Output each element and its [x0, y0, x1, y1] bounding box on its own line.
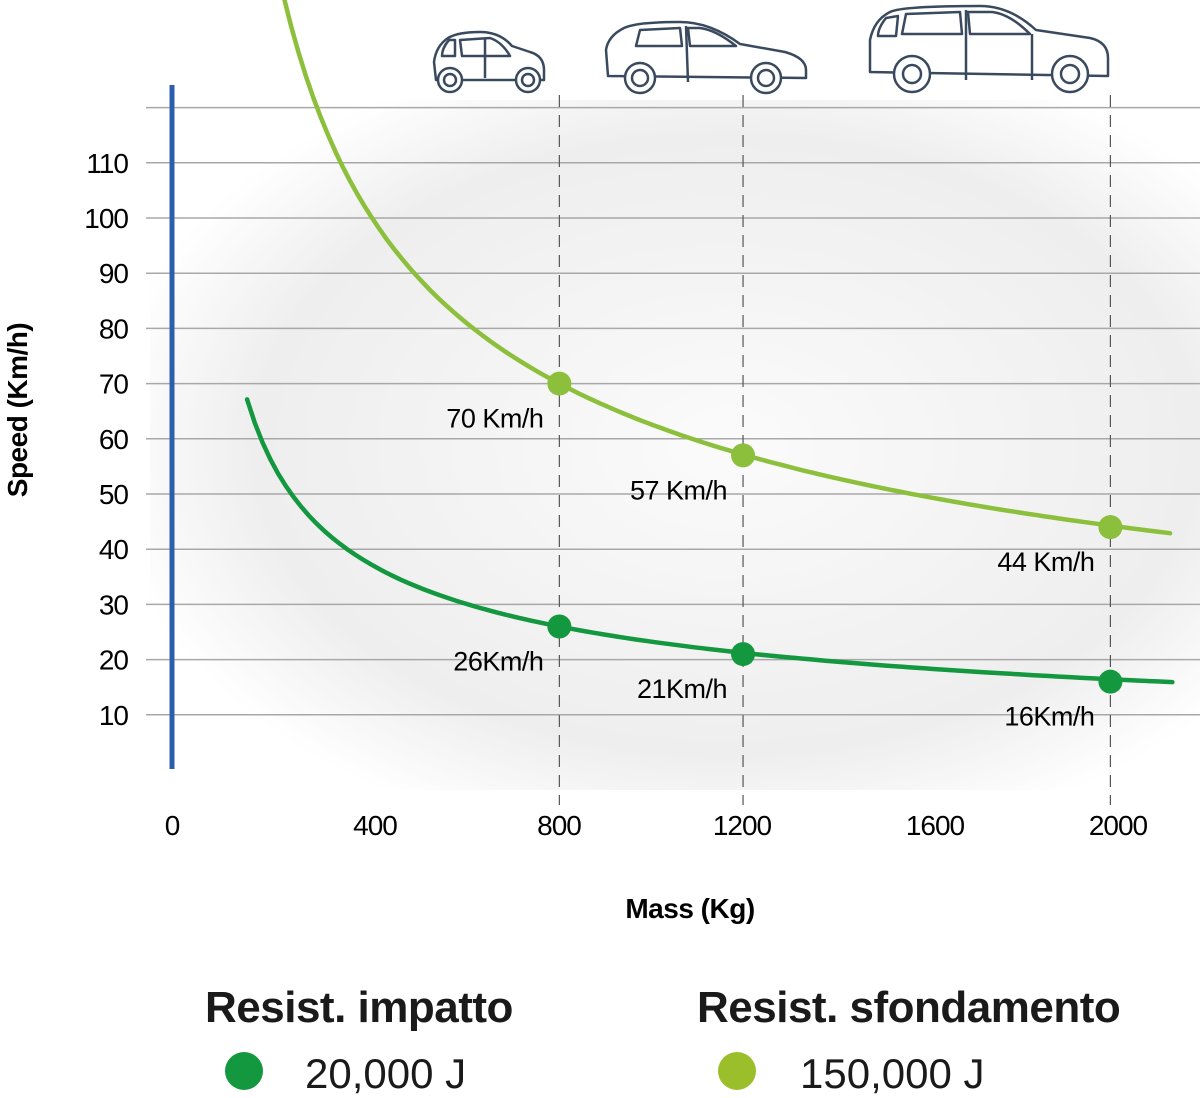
legend-dot-sfondamento	[718, 1052, 756, 1090]
data-label: 26Km/h	[453, 646, 543, 676]
y-tick-label: 50	[99, 479, 129, 510]
legend-title-impatto: Resist. impatto	[205, 983, 513, 1032]
legend-title-sfondamento: Resist. sfondamento	[697, 983, 1121, 1032]
x-tick-label: 1200	[713, 810, 772, 841]
x-tick-label: 2000	[1089, 810, 1148, 841]
x-axis-label: Mass (Kg)	[625, 893, 754, 924]
data-label: 57 Km/h	[630, 475, 727, 505]
data-label: 44 Km/h	[997, 547, 1094, 577]
legend-value-sfondamento: 150,000 J	[800, 1050, 985, 1097]
data-point	[1098, 669, 1123, 694]
legend-dot-impatto	[225, 1052, 263, 1090]
y-tick-label: 60	[99, 424, 129, 455]
x-tick-label: 1600	[906, 810, 965, 841]
data-point	[731, 443, 756, 468]
data-point	[731, 642, 756, 667]
data-point	[547, 614, 572, 639]
y-tick-label: 30	[99, 589, 129, 620]
y-tick-label: 40	[99, 534, 129, 565]
data-point	[547, 371, 572, 396]
y-tick-label: 80	[99, 313, 129, 344]
series-curve	[282, 0, 1173, 536]
data-point	[1098, 515, 1123, 540]
x-tick-label: 800	[537, 810, 581, 841]
suv-car-icon	[868, 4, 1110, 94]
y-tick-label: 100	[84, 203, 128, 234]
data-label: 16Km/h	[1004, 702, 1094, 732]
data-label: 70 Km/h	[446, 404, 543, 434]
city-car-icon	[432, 30, 546, 94]
series-curve	[244, 397, 1175, 685]
data-label: 21Km/h	[637, 674, 727, 704]
y-tick-label: 70	[99, 369, 129, 400]
legend-value-impatto: 20,000 J	[305, 1050, 467, 1097]
chart: 10 20 30 40 50 60 70 80 90 100 110 0 400 800 1200 1600…	[2, 0, 1200, 924]
hatchback-car-icon	[604, 20, 808, 95]
y-tick-label: 90	[99, 258, 129, 289]
y-tick-label: 10	[99, 700, 129, 731]
x-tick-label: 0	[165, 810, 180, 841]
x-tick-label: 400	[353, 810, 397, 841]
y-tick-label: 110	[86, 148, 128, 179]
y-axis-label: Speed (Km/h)	[2, 323, 33, 497]
y-tick-label: 20	[99, 645, 129, 676]
